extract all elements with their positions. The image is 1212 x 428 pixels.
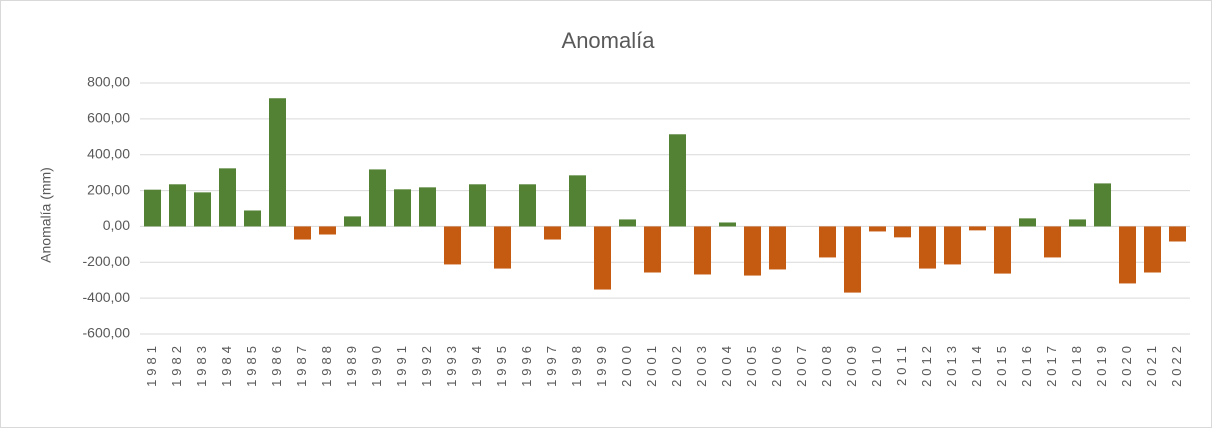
x-tick-label: 2021 <box>1144 342 1159 387</box>
bar <box>944 226 961 265</box>
bar <box>219 168 236 227</box>
x-tick-label: 1994 <box>469 342 484 387</box>
bar <box>669 134 686 227</box>
x-tick-label: 1986 <box>269 342 284 387</box>
x-tick-label: 1989 <box>344 342 359 387</box>
x-tick-label: 2009 <box>844 342 859 387</box>
bar <box>1119 226 1136 284</box>
x-tick-label: 2020 <box>1119 342 1134 387</box>
bar <box>994 226 1011 274</box>
x-tick-label: 2019 <box>1094 342 1109 387</box>
y-axis-label: Anomalía (mm) <box>38 167 54 263</box>
x-tick-label: 2008 <box>819 342 834 387</box>
bar <box>394 189 411 227</box>
bar <box>169 184 186 227</box>
x-tick-label: 2017 <box>1044 342 1059 387</box>
x-tick-label: 1999 <box>594 342 609 387</box>
y-tick-label: -200,00 <box>83 253 131 269</box>
x-tick-label: 2006 <box>769 342 784 387</box>
bar <box>469 184 486 227</box>
y-tick-label: -400,00 <box>83 289 131 305</box>
x-tick-label: 2022 <box>1169 342 1184 387</box>
x-tick-label: 1982 <box>169 342 184 387</box>
x-tick-label: 1981 <box>144 342 159 387</box>
x-tick-label: 2000 <box>619 342 634 387</box>
x-tick-label: 2001 <box>644 342 659 387</box>
x-tick-label: 1992 <box>419 342 434 387</box>
chart-title: Anomalía <box>562 28 656 53</box>
bar <box>544 226 561 240</box>
bar <box>594 226 611 290</box>
bar <box>894 226 911 238</box>
bar <box>1094 183 1111 227</box>
bar <box>369 169 386 227</box>
x-tick-label: 2005 <box>744 342 759 387</box>
x-tick-label: 2011 <box>894 342 909 386</box>
x-tick-label: 1995 <box>494 342 509 387</box>
x-tick-label: 1991 <box>394 342 409 387</box>
x-tick-label: 2015 <box>994 342 1009 387</box>
x-tick-label: 2010 <box>869 342 884 387</box>
x-tick-label: 1983 <box>194 342 209 387</box>
y-tick-label: -600,00 <box>83 325 131 341</box>
bar <box>144 189 161 227</box>
x-tick-label: 1988 <box>319 342 334 387</box>
bar <box>269 98 286 227</box>
x-tick-label: 1987 <box>294 342 309 387</box>
bar <box>969 226 986 231</box>
bar <box>1169 226 1186 242</box>
x-tick-label: 2003 <box>694 342 709 387</box>
x-tick-label: 1984 <box>219 342 234 387</box>
bar <box>769 226 786 270</box>
bar <box>519 184 536 227</box>
bar <box>319 226 336 235</box>
x-tick-label: 1993 <box>444 342 459 387</box>
x-tick-label: 2014 <box>969 342 984 387</box>
y-tick-label: 0,00 <box>103 217 130 233</box>
y-tick-label: 200,00 <box>87 181 130 197</box>
x-tick-label: 2002 <box>669 342 684 387</box>
bar <box>919 226 936 269</box>
y-tick-label: 600,00 <box>87 110 130 126</box>
bar <box>244 210 261 227</box>
bar <box>719 222 736 227</box>
bar <box>1019 218 1036 227</box>
bar <box>644 226 661 273</box>
bar <box>444 226 461 265</box>
bar <box>344 216 361 227</box>
bar <box>569 175 586 227</box>
bar <box>1144 226 1161 273</box>
bar <box>694 226 711 275</box>
y-tick-label: 800,00 <box>87 74 130 90</box>
y-tick-label: 400,00 <box>87 145 130 161</box>
x-tick-label: 2007 <box>794 342 809 387</box>
bar <box>819 226 836 258</box>
x-tick-label: 2016 <box>1019 342 1034 387</box>
bar <box>1044 226 1061 258</box>
bar <box>294 226 311 240</box>
x-tick-label: 1997 <box>544 342 559 387</box>
bar <box>419 187 436 227</box>
x-tick-label: 2018 <box>1069 342 1084 387</box>
x-tick-label: 2013 <box>944 342 959 387</box>
bar <box>194 192 211 227</box>
x-tick-label: 1985 <box>244 342 259 387</box>
x-tick-label: 1990 <box>369 342 384 387</box>
bar <box>869 226 886 232</box>
x-tick-label: 1998 <box>569 342 584 387</box>
x-tick-label: 1996 <box>519 342 534 387</box>
bar <box>494 226 511 269</box>
bar <box>844 226 861 293</box>
bar <box>1069 219 1086 227</box>
x-tick-label: 2004 <box>719 342 734 387</box>
bar <box>744 226 761 276</box>
bar <box>619 219 636 227</box>
x-tick-label: 2012 <box>919 342 934 387</box>
